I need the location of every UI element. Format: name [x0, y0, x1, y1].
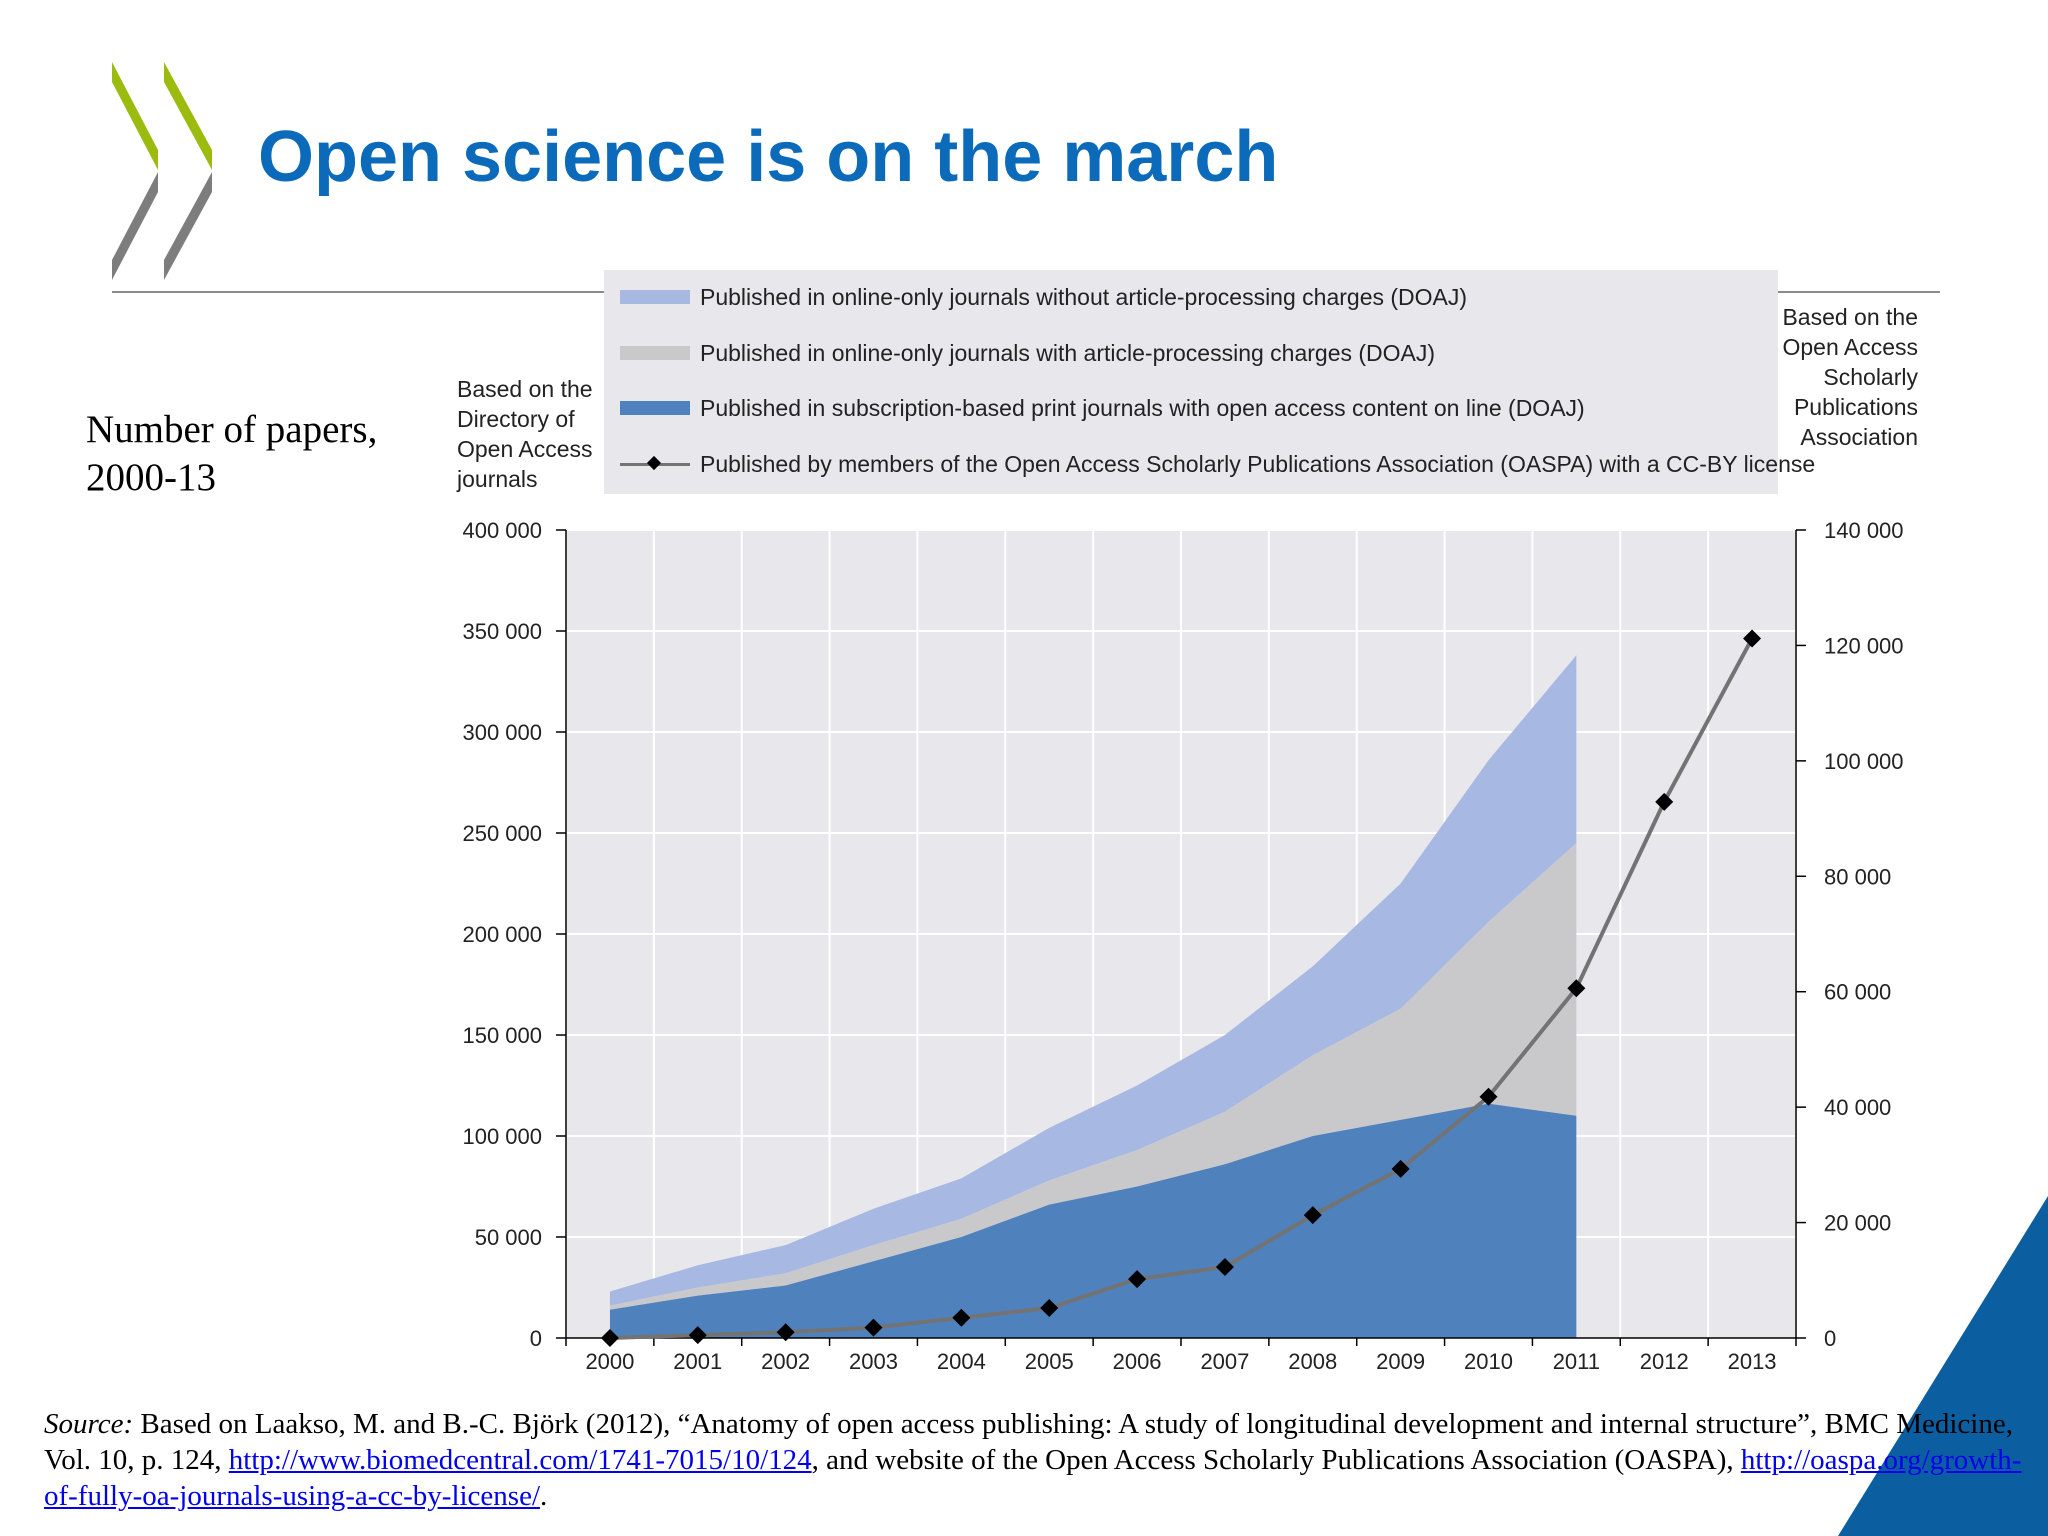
- area-subscription: [609, 1103, 1577, 1338]
- marker-oaspa-point: [1303, 1206, 1322, 1225]
- x-axis-tick-label: 2013: [1728, 1349, 1777, 1374]
- legend-label-apc: Published in online-only journals with a…: [700, 339, 1436, 366]
- x-axis-tick-label: 2012: [1640, 1349, 1689, 1374]
- legend-item-no-apc: Published in online-only journals withou…: [620, 277, 1467, 317]
- marker-oaspa-point: [864, 1318, 883, 1337]
- source-link-oaspa[interactable]: http://oaspa.org/growth-of-fully-oa-jour…: [44, 1444, 2022, 1512]
- left-axis-tick-label: 150 000: [462, 1023, 542, 1048]
- marker-oaspa-point: [1567, 979, 1586, 998]
- source-text-3: .: [540, 1480, 548, 1512]
- open-access-papers-chart: 0 50 000 100 000 150 000 200 000 250 000 300 0…: [462, 518, 1904, 1374]
- left-axis-tick-label: 350 000: [462, 619, 542, 644]
- source-link-biomedcentral[interactable]: http://www.biomedcentral.com/1741-7015/1…: [228, 1444, 812, 1476]
- left-axis-tick-label: 50 000: [475, 1225, 542, 1250]
- left-axis-tick-label: 0: [530, 1326, 542, 1351]
- slide-title: Open science is on the march: [258, 117, 1279, 197]
- x-axis-tick-label: 2009: [1376, 1349, 1425, 1374]
- right-axis-tick-label: 140 000: [1824, 518, 1904, 543]
- right-axis-tick-label: 120 000: [1824, 633, 1904, 658]
- marker-oaspa-point: [1391, 1159, 1410, 1178]
- left-axis-tick-label: 250 000: [462, 821, 542, 846]
- right-axis-tick-label: 60 000: [1824, 980, 1891, 1005]
- logo-chevron-grey-left: [112, 172, 158, 280]
- source-label: Source:: [44, 1408, 134, 1440]
- marker-oaspa-point: [952, 1308, 971, 1327]
- x-axis-tick-label: 2007: [1200, 1349, 1249, 1374]
- corner-triangle-shape: [1838, 1196, 2048, 1536]
- chart-legend: Published in online-only journals withou…: [604, 270, 1815, 494]
- legend-item-oaspa: Published by members of the Open Access …: [620, 444, 1815, 484]
- left-axis-tick-label: 300 000: [462, 720, 542, 745]
- line-oaspa: [609, 637, 1754, 1340]
- marker-oaspa-point: [776, 1323, 795, 1342]
- marker-oaspa-point: [1128, 1270, 1147, 1289]
- logo-chevron-green-left: [112, 62, 158, 170]
- legend-label-oaspa: Published by members of the Open Access …: [700, 450, 1816, 477]
- x-axis-tick-label: 2006: [1113, 1349, 1162, 1374]
- legend-item-apc: Published in online-only journals with a…: [620, 333, 1435, 373]
- x-axis-tick-label: 2001: [673, 1349, 722, 1374]
- x-axis-tick-label: 2005: [1025, 1349, 1074, 1374]
- x-axis-tick-label: 2002: [761, 1349, 810, 1374]
- right-axis-tick-label: 80 000: [1824, 864, 1891, 889]
- source-text-2: , and website of the Open Access Scholar…: [811, 1444, 1741, 1476]
- right-axis-tick-label: 40 000: [1824, 1095, 1891, 1120]
- right-axis-tick-label: 100 000: [1824, 749, 1904, 774]
- chart-subtitle: Number of papers, 2000-13: [86, 408, 378, 499]
- x-axis-tick-label: 2003: [849, 1349, 898, 1374]
- left-axis-note: Based on the Directory of Open Access jo…: [457, 376, 593, 492]
- source-text-1: Based on Laakso, M. and B.-C. Björk (201…: [44, 1408, 2013, 1476]
- legend-label-no-apc: Published in online-only journals withou…: [700, 283, 1468, 310]
- area-no-apc: [609, 655, 1577, 1306]
- x-axis-tick-label: 2000: [585, 1349, 634, 1374]
- left-axis-tick-label: 400 000: [462, 518, 542, 543]
- legend-swatch-no-apc: [620, 290, 690, 304]
- area-apc: [609, 843, 1577, 1310]
- oecd-logo-chevrons: [112, 62, 212, 280]
- right-axis-tick-label: 0: [1824, 1326, 1836, 1351]
- legend-label-subscription: Published in subscription-based print jo…: [700, 394, 1585, 421]
- x-axis-tick-label: 2010: [1464, 1349, 1513, 1374]
- marker-oaspa-point: [1479, 1087, 1498, 1106]
- marker-oaspa-point: [1215, 1258, 1234, 1277]
- x-axis-tick-label: 2011: [1553, 1349, 1600, 1374]
- logo-chevron-grey-right: [164, 172, 212, 280]
- marker-oaspa-point: [600, 1329, 619, 1347]
- x-axis-tick-label: 2008: [1288, 1349, 1337, 1374]
- marker-oaspa-point: [1743, 629, 1762, 648]
- legend-swatch-apc: [620, 346, 690, 360]
- source-note: Source: Based on Laakso, M. and B.-C. Bj…: [44, 1406, 2024, 1514]
- logo-chevron-green-right: [164, 62, 212, 170]
- marker-oaspa-point: [688, 1326, 707, 1345]
- left-axis-tick-label: 200 000: [462, 922, 542, 947]
- legend-line-marker-oaspa: [620, 454, 690, 474]
- marker-oaspa-point: [1040, 1298, 1059, 1317]
- marker-oaspa-point: [1655, 792, 1674, 811]
- right-axis-note: Based on the Open Access Scholarly Publi…: [1782, 304, 1918, 450]
- legend-swatch-subscription: [620, 401, 690, 415]
- left-axis-tick-label: 100 000: [462, 1124, 542, 1149]
- right-axis-tick-label: 20 000: [1824, 1211, 1891, 1236]
- x-axis-tick-label: 2004: [937, 1349, 986, 1374]
- legend-item-subscription: Published in subscription-based print jo…: [620, 388, 1585, 428]
